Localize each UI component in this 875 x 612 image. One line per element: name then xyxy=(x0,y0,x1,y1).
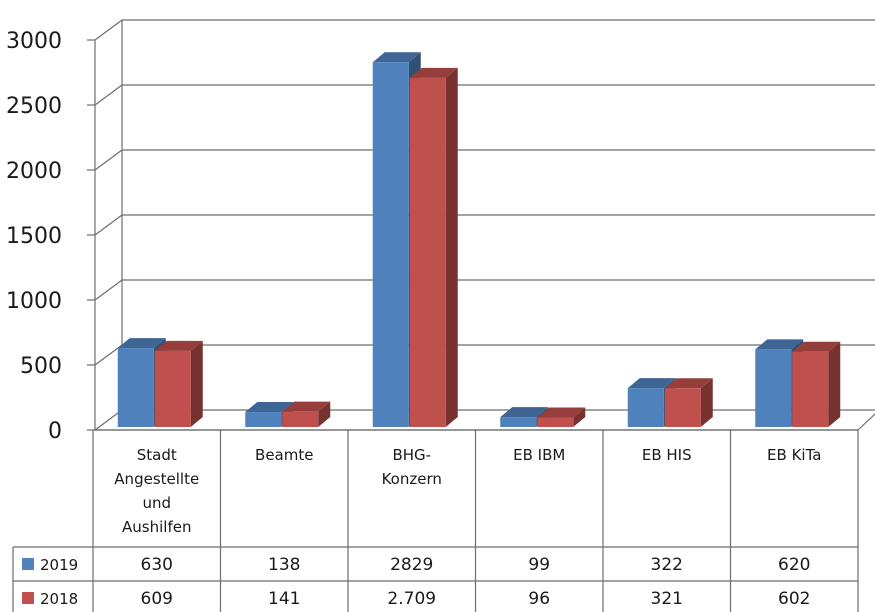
bar-front xyxy=(537,417,574,427)
bar-front xyxy=(245,412,282,427)
gridline-depth xyxy=(94,84,123,106)
gridlines xyxy=(94,19,875,431)
category-label: Konzern xyxy=(382,470,442,488)
bar-front xyxy=(627,388,664,427)
legend-swatch-2019 xyxy=(22,558,34,570)
bar-front xyxy=(792,351,829,427)
y-tick-label: 0 xyxy=(48,419,62,444)
gridline-depth xyxy=(94,149,123,171)
bar-side xyxy=(700,378,713,427)
bar-front xyxy=(154,350,191,427)
bar-side xyxy=(445,67,458,427)
gridline-depth xyxy=(94,279,123,301)
bar-front xyxy=(755,349,792,427)
table-cell-value: 99 xyxy=(528,555,550,575)
floor-edge-depth xyxy=(857,413,875,431)
table-cell-value: 321 xyxy=(651,589,683,609)
bar-top xyxy=(372,52,421,63)
bar-side xyxy=(828,341,841,427)
bar-side xyxy=(190,340,203,427)
legend-swatch-2018 xyxy=(22,592,34,604)
legend-label: 2019 xyxy=(40,556,78,574)
bar-top xyxy=(500,407,549,418)
table-cell-value: 96 xyxy=(528,589,550,609)
table-cell-value: 322 xyxy=(651,555,683,575)
y-tick-label: 3000 xyxy=(6,29,62,54)
gridline-depth xyxy=(94,409,123,431)
bar-front xyxy=(500,417,537,427)
category-label: Beamte xyxy=(255,446,313,464)
bar-top xyxy=(117,338,166,349)
category-label: Aushilfen xyxy=(122,518,191,536)
bar-front xyxy=(664,388,701,427)
bar-2018-2 xyxy=(409,67,458,427)
bar-top xyxy=(154,340,203,351)
category-label: Angestellte xyxy=(114,470,199,488)
table-cell-value: 620 xyxy=(778,555,810,575)
gridline-depth xyxy=(94,214,123,236)
bar-side xyxy=(573,407,586,427)
bar-2018-5 xyxy=(792,341,841,427)
table-cell-value: 609 xyxy=(141,589,173,609)
gridline-depth xyxy=(94,344,123,366)
category-label: EB HIS xyxy=(642,446,692,464)
data-table: Stadt Angestellte und Aushilfen Beamte BHG- Ko… xyxy=(12,429,859,612)
bar-2018-1 xyxy=(282,401,331,427)
category-label: BHG- xyxy=(392,446,431,464)
category-label: EB IBM xyxy=(513,446,565,464)
y-tick-label: 500 xyxy=(20,354,62,379)
category-label: Stadt xyxy=(137,446,177,464)
table-cell-value: 138 xyxy=(268,555,300,575)
table-cell-value: 630 xyxy=(141,555,173,575)
y-tick-label: 2500 xyxy=(6,94,62,119)
bar-front xyxy=(409,77,446,427)
y-tick-label: 1000 xyxy=(6,289,62,314)
bar-top xyxy=(537,407,586,418)
category-label: EB KiTa xyxy=(767,446,821,464)
table-cell-value: 2.709 xyxy=(387,589,436,609)
bar-top xyxy=(409,67,458,78)
bar-2018-3 xyxy=(537,407,586,427)
bar-side xyxy=(318,401,331,427)
gridline-depth xyxy=(94,19,123,41)
y-axis: 0 500 1000 1500 2000 2500 3000 xyxy=(6,20,875,444)
bar-top xyxy=(664,378,713,389)
bar-top xyxy=(245,402,294,413)
bar-top xyxy=(792,341,841,352)
bar-top xyxy=(755,339,804,350)
bar-front xyxy=(117,348,154,427)
y-tick-label: 1500 xyxy=(6,224,62,249)
bars xyxy=(117,52,841,427)
table-cell-value: 2829 xyxy=(390,555,433,575)
bar-2018-4 xyxy=(664,378,713,427)
bar-top xyxy=(627,378,676,389)
legend-label: 2018 xyxy=(40,590,78,608)
table-cell-value: 602 xyxy=(778,589,810,609)
bar-front xyxy=(282,411,319,427)
bar-2018-0 xyxy=(154,340,203,427)
category-label: und xyxy=(142,494,171,512)
bar-top xyxy=(282,401,331,412)
table-cell-value: 141 xyxy=(268,589,300,609)
y-tick-label: 2000 xyxy=(6,159,62,184)
bar-front xyxy=(372,62,409,427)
